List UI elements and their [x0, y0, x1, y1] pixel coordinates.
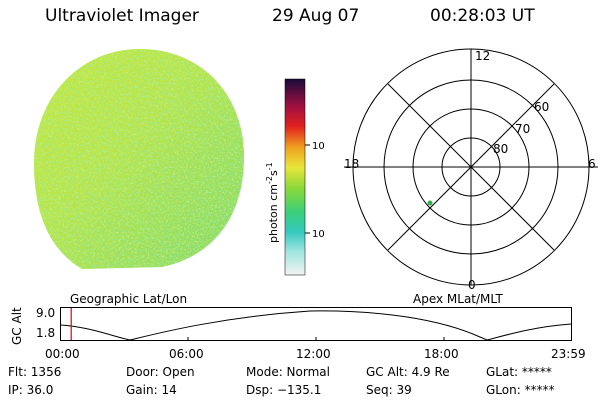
geographic-title: Geographic Lat/Lon [70, 292, 188, 306]
time-tick-1800: 18:00 [424, 347, 459, 361]
time-tick-2359: 23:59 [551, 347, 586, 361]
alt-min-label: 1.8 [36, 326, 56, 340]
colorbar-scale [284, 78, 306, 276]
date-label: 29 Aug 07 [272, 6, 360, 26]
ip-value: IP: 36.0 [8, 383, 54, 397]
apex-title: Apex MLat/MLT [413, 292, 503, 306]
gc-alt-axis-label: GC Alt [10, 307, 24, 345]
polar-diagonal-2 [387, 83, 555, 251]
flight-number: Flt: 1356 [8, 365, 62, 379]
alt-max-label: 9.0 [36, 306, 56, 320]
door-status: Door: Open [126, 365, 195, 379]
altitude-strip-plot [60, 307, 572, 341]
colorbar-tick-10: 10 [312, 229, 325, 240]
time-tick-1200: 12:00 [296, 347, 331, 361]
polar-data-point [427, 200, 433, 206]
lat-label-70: 70 [515, 122, 530, 136]
lat-label-80: 80 [493, 142, 508, 156]
altitude-curve [60, 310, 572, 341]
lat-label-60: 60 [534, 100, 549, 114]
colorbar-tick-100: 100 [312, 141, 325, 152]
time-tick-0000: 00:00 [45, 347, 80, 361]
glon-value: GLon: ***** [486, 383, 555, 397]
gc-alt-value: GC Alt: 4.9 Re [366, 365, 450, 379]
altitude-plot-frame [60, 307, 572, 341]
sequence-number: Seq: 39 [366, 383, 412, 397]
dsp-value: Dsp: −135.1 [246, 383, 322, 397]
mlt-label-0: 0 [468, 278, 476, 290]
mode-value: Mode: Normal [246, 365, 330, 379]
mlt-label-6: 6 [588, 157, 596, 171]
gain-value: Gain: 14 [126, 383, 177, 397]
polar-plot: 12 18 6 0 60 70 80 [344, 48, 598, 290]
mlt-label-12: 12 [475, 49, 490, 63]
time-tick-0600: 06:00 [169, 347, 204, 361]
colorbar-unit-label: photon cm-2s-1 [265, 162, 280, 243]
mlt-label-18: 18 [344, 157, 359, 171]
time-label: 00:28:03 UT [430, 6, 535, 26]
instrument-title: Ultraviolet Imager [45, 6, 199, 26]
glat-value: GLat: ***** [486, 365, 552, 379]
colorbar: 100 10 photon cm-2s-1 [265, 78, 325, 276]
uv-image [34, 49, 244, 269]
